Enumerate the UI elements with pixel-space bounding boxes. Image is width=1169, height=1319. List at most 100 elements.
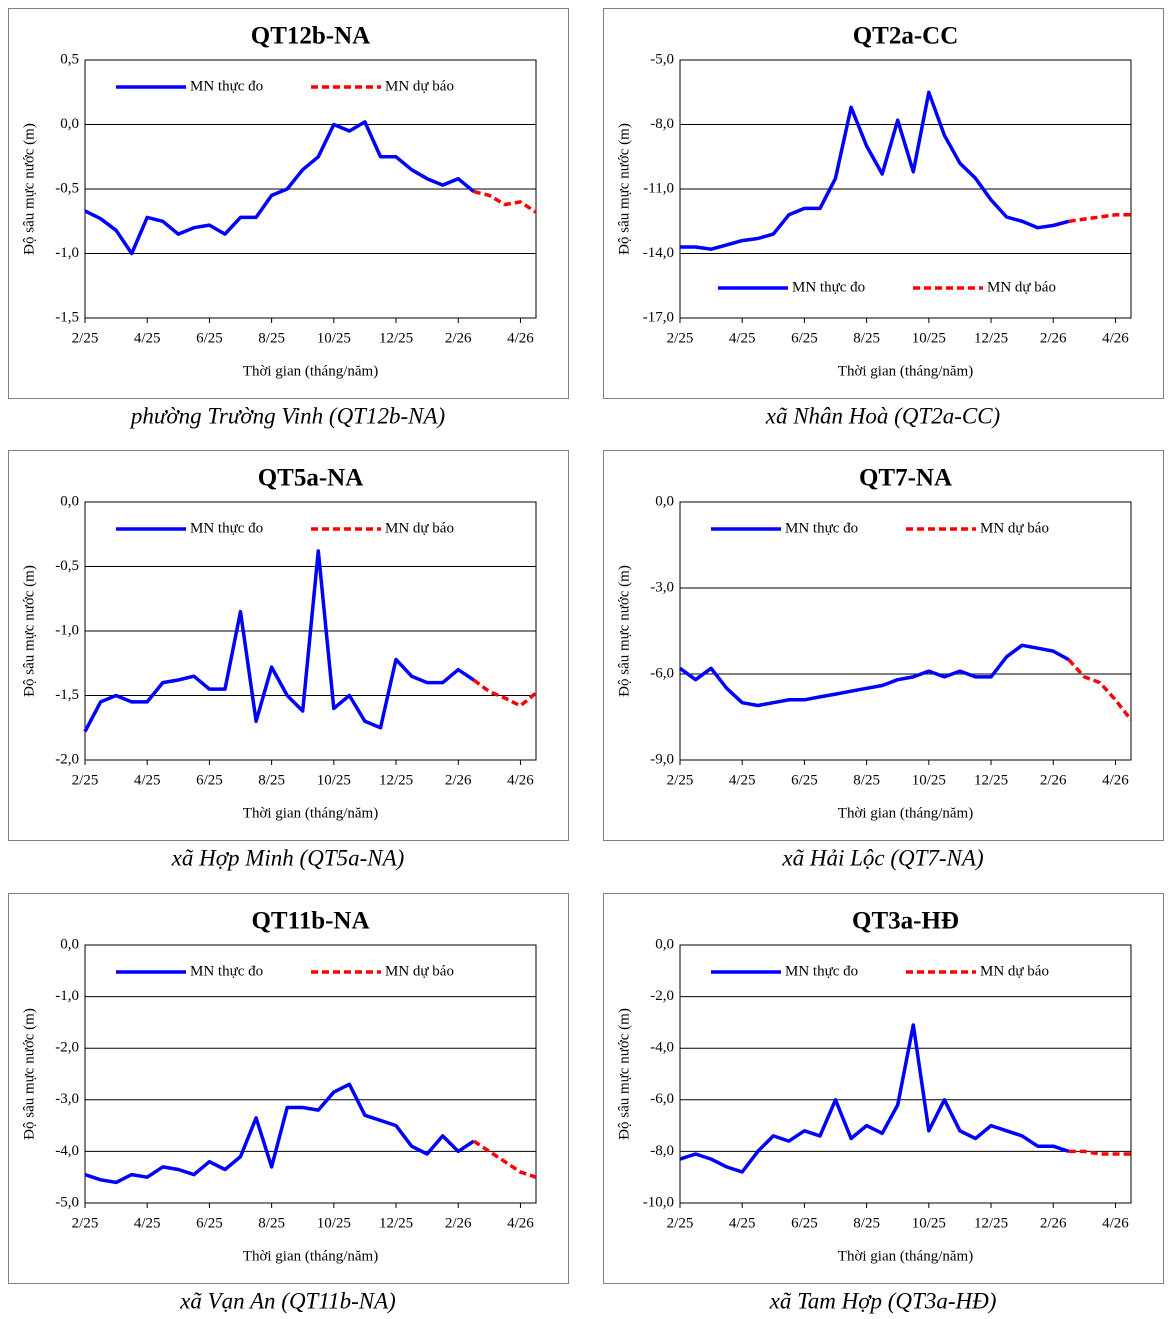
chart-panel: QT5a-NA Độ sâu mực nước (m) Thời gian (thá…: [8, 450, 569, 870]
y-tick-label: -14,0: [643, 245, 674, 261]
series-line: [473, 189, 537, 214]
y-tick-label: -1,5: [55, 309, 79, 325]
series-line: [472, 1139, 537, 1179]
x-tick-label: 4/26: [1102, 772, 1129, 788]
series-line: [83, 549, 475, 733]
plot-frame: [84, 944, 537, 1204]
y-tick-label: 0,0: [655, 936, 674, 952]
x-tick-label: 4/25: [729, 772, 756, 788]
x-tick-label: 6/25: [196, 772, 223, 788]
caption: xã Hợp Minh (QT5a-NA): [171, 845, 405, 870]
y-tick-label: 0,0: [60, 493, 79, 509]
x-tick-label: 4/26: [507, 330, 534, 346]
x-tick-label: 12/25: [974, 772, 1008, 788]
y-tick-label: -2,0: [55, 1040, 79, 1056]
x-tick-label: 6/25: [196, 330, 223, 346]
x-tick-label: 8/25: [853, 1215, 880, 1231]
x-tick-label: 4/25: [134, 1215, 161, 1231]
y-tick-label: 0,0: [655, 493, 674, 509]
x-tick-label: 10/25: [912, 330, 946, 346]
x-tick-label: 4/26: [507, 772, 534, 788]
x-axis-label: Thời gian (tháng/năm): [838, 805, 973, 821]
y-tick-label: -17,0: [643, 309, 674, 325]
x-tick-label: 10/25: [912, 1215, 946, 1231]
legend-label: MN dự báo: [987, 279, 1056, 295]
x-axis-label: Thời gian (tháng/năm): [838, 363, 973, 379]
x-tick-label: 4/26: [1102, 330, 1129, 346]
y-tick-label: -4,0: [55, 1143, 79, 1159]
x-tick-label: 2/25: [72, 330, 99, 346]
y-tick-label: -11,0: [643, 180, 674, 196]
series-line: [84, 120, 475, 256]
x-tick-label: 2/26: [1040, 772, 1067, 788]
x-tick-label: 10/25: [317, 772, 351, 788]
x-tick-label: 6/25: [791, 330, 818, 346]
legend-label: MN thực đo: [190, 963, 263, 979]
x-tick-label: 8/25: [853, 772, 880, 788]
caption: phường Trường Vinh (QT12b-NA): [129, 403, 445, 428]
chart-title: QT7-NA: [859, 465, 952, 492]
caption: xã Hải Lộc (QT7-NA): [781, 845, 983, 870]
x-tick-label: 4/26: [507, 1215, 534, 1231]
x-axis-label: Thời gian (tháng/năm): [838, 1248, 973, 1264]
x-tick-label: 10/25: [317, 330, 351, 346]
x-tick-label: 4/26: [1102, 1215, 1129, 1231]
plot-frame: [84, 501, 537, 761]
y-axis-label: Độ sâu mực nước (m): [616, 123, 632, 255]
x-tick-label: 8/25: [258, 772, 285, 788]
x-tick-label: 12/25: [379, 330, 413, 346]
x-tick-label: 6/25: [196, 1215, 223, 1231]
caption: xã Nhân Hoà (QT2a-CC): [765, 403, 1000, 428]
caption: xã Tam Hợp (QT3a-HĐ): [769, 1288, 997, 1313]
x-tick-label: 6/25: [791, 772, 818, 788]
y-tick-label: 0,0: [60, 116, 79, 132]
panel-frame: [8, 893, 569, 1284]
plot-frame: [679, 59, 1132, 319]
panel-frame: [603, 450, 1164, 841]
x-axis-label: Thời gian (tháng/năm): [243, 805, 378, 821]
chart-title: QT12b-NA: [251, 23, 370, 50]
y-tick-label: 0,5: [60, 51, 79, 67]
y-tick-label: -4,0: [650, 1040, 674, 1056]
series-line: [472, 678, 538, 708]
panel-frame: [8, 450, 569, 841]
caption: xã Vạn An (QT11b-NA): [179, 1288, 396, 1313]
x-tick-label: 10/25: [317, 1215, 351, 1231]
x-tick-label: 4/25: [134, 772, 161, 788]
series-line: [678, 643, 1070, 708]
y-tick-label: -0,5: [55, 180, 79, 196]
legend-label: MN thực đo: [785, 963, 858, 979]
x-tick-label: 2/25: [667, 772, 694, 788]
y-tick-label: -1,5: [55, 687, 79, 703]
y-tick-label: -3,0: [55, 1091, 79, 1107]
plot-frame: [84, 59, 537, 319]
plot-frame: [679, 944, 1132, 1204]
legend-label: MN thực đo: [190, 520, 263, 536]
panel-frame: [603, 893, 1164, 1284]
y-tick-label: -5,0: [650, 51, 674, 67]
chart-panel: QT2a-CC Độ sâu mực nước (m) Thời gian (thá…: [603, 8, 1164, 428]
chart-title: QT5a-NA: [258, 465, 364, 492]
y-axis-label: Độ sâu mực nước (m): [21, 565, 37, 697]
y-axis-label: Độ sâu mực nước (m): [616, 1008, 632, 1140]
y-tick-label: -2,0: [650, 988, 674, 1004]
x-tick-label: 4/25: [729, 330, 756, 346]
y-axis-label: Độ sâu mực nước (m): [21, 123, 37, 255]
x-tick-label: 8/25: [258, 1215, 285, 1231]
legend-label: MN thực đo: [785, 520, 858, 536]
chart-panel: QT11b-NA Độ sâu mực nước (m) Thời gian (th…: [8, 893, 569, 1313]
y-tick-label: -3,0: [650, 579, 674, 595]
x-tick-label: 12/25: [379, 772, 413, 788]
chart-title: QT3a-HĐ: [852, 908, 959, 935]
chart-panel: QT7-NA Độ sâu mực nước (m) Thời gian (thán…: [603, 450, 1164, 870]
y-tick-label: -10,0: [643, 1194, 674, 1210]
chart-panel: QT3a-HĐ Độ sâu mực nước (m) Thời gian (thá…: [603, 893, 1164, 1313]
chart-title: QT11b-NA: [251, 908, 369, 935]
series-line: [84, 1082, 475, 1185]
panel-frame: [8, 8, 569, 399]
x-tick-label: 8/25: [853, 330, 880, 346]
y-tick-label: -5,0: [55, 1194, 79, 1210]
panel-frame: [603, 8, 1164, 399]
series-line: [679, 1023, 1070, 1174]
